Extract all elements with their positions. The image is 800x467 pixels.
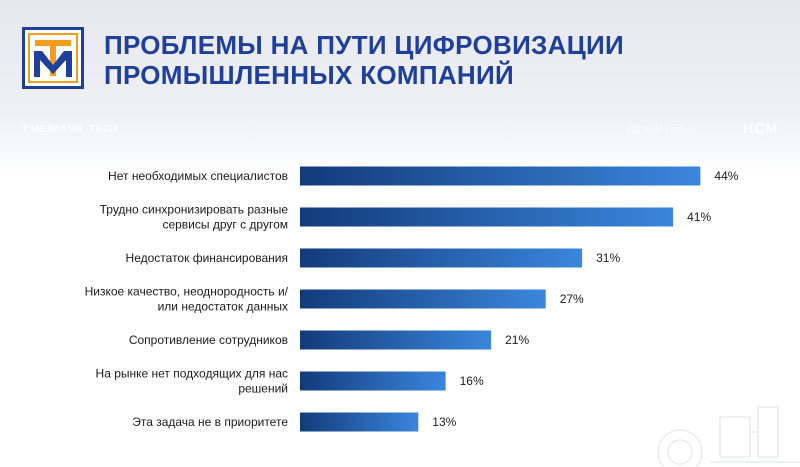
bar-5 bbox=[300, 330, 492, 350]
title-line-2: ПРОМЫШЛЕННЫХ КОМПАНИЙ bbox=[104, 60, 514, 90]
channel-handle: T.ME/MASH_TECH bbox=[22, 124, 119, 135]
category-label-line: сервисы друг с другом bbox=[162, 218, 288, 232]
category-label-line: Недостаток финансирования bbox=[126, 251, 288, 265]
category-label-line: или недостаток данных bbox=[158, 300, 288, 314]
category-label-3: Недостаток финансирования bbox=[126, 251, 288, 265]
title-line-1: ПРОБЛЕМЫ НА ПУТИ ЦИФРОВИЗАЦИИ bbox=[104, 30, 624, 60]
brand-mark: НСМ bbox=[743, 120, 778, 136]
category-label-7: Эта задача не в приоритете bbox=[132, 415, 288, 429]
bar-7 bbox=[300, 412, 419, 432]
brand-logo-icon bbox=[22, 27, 84, 89]
category-label-line: Трудно синхронизировать разные bbox=[100, 203, 289, 217]
page-title: ПРОБЛЕМЫ НА ПУТИ ЦИФРОВИЗАЦИИ ПРОМЫШЛЕНН… bbox=[104, 30, 624, 90]
category-label-4: Низкое качество, неоднородность и/или не… bbox=[85, 285, 289, 314]
source-label: ИД НСМ | nrm.ru bbox=[627, 124, 696, 134]
bar-6 bbox=[300, 371, 446, 391]
bar-value-label-4: 27% bbox=[560, 292, 584, 306]
category-label-6: На рынке нет подходящих для нас решений bbox=[96, 367, 288, 396]
category-label-line: Эта задача не в приоритете bbox=[132, 415, 288, 429]
bar-1 bbox=[300, 166, 701, 186]
bar-value-label-2: 41% bbox=[687, 210, 711, 224]
category-label-1: Нет необходимых специалистов bbox=[108, 169, 288, 183]
category-label-line: решений bbox=[238, 382, 288, 396]
bar-value-label-3: 31% bbox=[596, 251, 620, 265]
bar-value-label-5: 21% bbox=[505, 333, 529, 347]
category-label-line: Низкое качество, неоднородность и/ bbox=[85, 285, 289, 299]
bar-4 bbox=[300, 289, 546, 309]
bar-2 bbox=[300, 207, 674, 227]
category-label-2: Трудно синхронизировать разные сервисы др… bbox=[100, 203, 289, 232]
category-label-line: На рынке нет подходящих для нас bbox=[96, 367, 288, 381]
category-label-line: Сопротивление сотрудников bbox=[129, 333, 288, 347]
circuit-decoration-icon bbox=[657, 406, 800, 467]
bar-value-label-6: 16% bbox=[460, 374, 484, 388]
bar-value-label-1: 44% bbox=[714, 169, 738, 183]
bar-3 bbox=[300, 248, 583, 268]
category-label-5: Сопротивление сотрудников bbox=[129, 333, 288, 347]
bar-value-label-7: 13% bbox=[432, 415, 456, 429]
category-label-line: Нет необходимых специалистов bbox=[108, 169, 288, 183]
